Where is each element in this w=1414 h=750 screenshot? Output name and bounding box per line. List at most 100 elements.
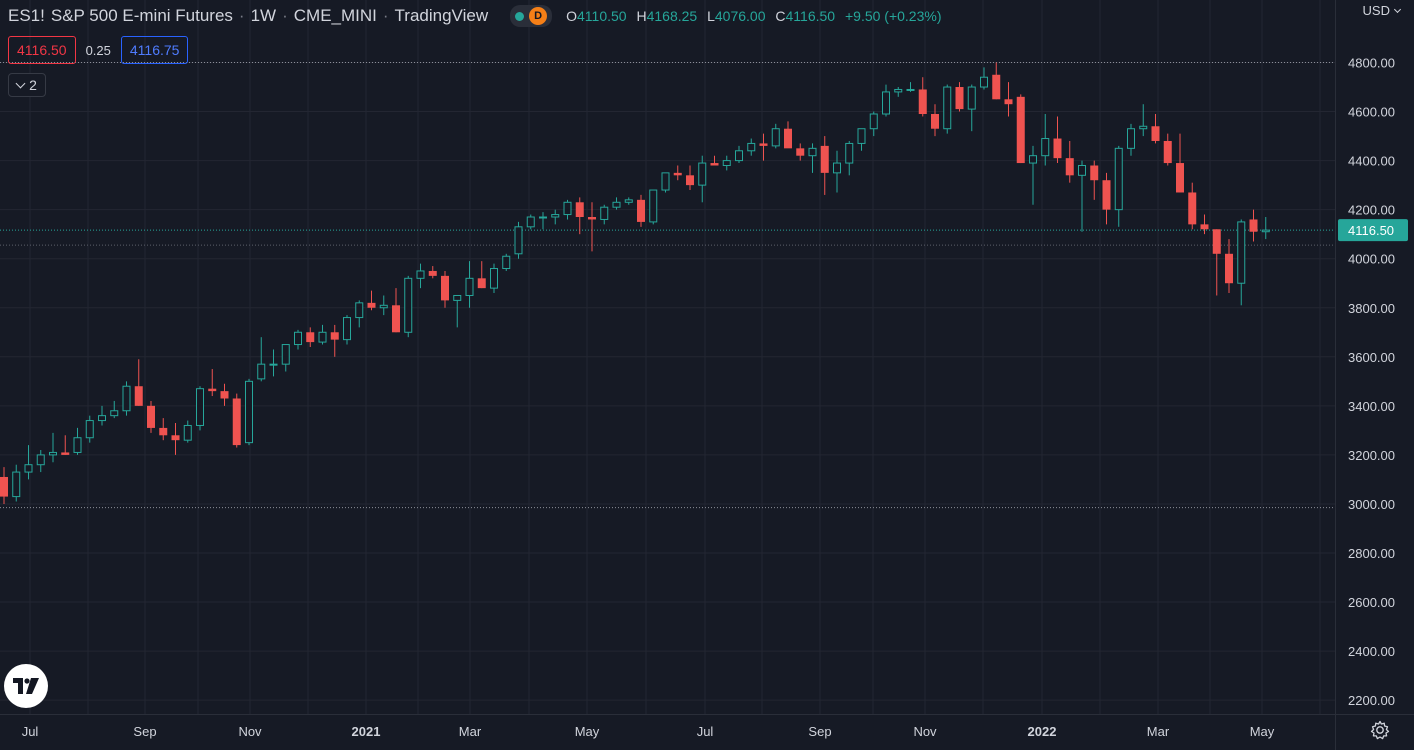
candle-body-down (159, 427, 168, 436)
candle (1053, 116, 1062, 164)
tradingview-logo-icon[interactable] (4, 664, 48, 708)
last-price-label: 4116.50 (1348, 223, 1394, 238)
candle (931, 104, 939, 137)
buy-price-button[interactable]: 4116.75 (120, 36, 189, 64)
currency-selector[interactable]: USD (1362, 3, 1402, 18)
candle (1176, 133, 1184, 193)
x-tick-label: Sep (133, 724, 156, 739)
candle (722, 155, 731, 171)
candle (575, 197, 584, 235)
candle-body-up (612, 201, 621, 208)
candle-body-down (1200, 224, 1209, 230)
candle (882, 84, 890, 117)
candle (1151, 114, 1160, 144)
y-tick-label: 4000.00 (1348, 252, 1395, 267)
y-tick-label: 2800.00 (1348, 546, 1395, 561)
candle-body-up (404, 277, 413, 333)
candle-body-up (906, 88, 915, 91)
candle (147, 400, 155, 433)
y-tick-label: 2400.00 (1348, 644, 1395, 659)
candle (245, 378, 253, 446)
candle-body-down (1225, 253, 1233, 284)
y-tick-label: 3800.00 (1348, 301, 1395, 316)
legend-dot-separator: · (238, 6, 245, 25)
candle-body-up (379, 304, 388, 309)
candle-body-up (747, 142, 756, 152)
candle-body-up (85, 420, 94, 439)
candle-body-up (1139, 125, 1148, 130)
market-status-pill[interactable]: D (510, 5, 553, 27)
x-tick-label: May (575, 724, 600, 739)
symbol-ticker[interactable]: ES1! (8, 6, 45, 25)
candle (845, 140, 854, 176)
candle (453, 294, 462, 328)
candle (73, 427, 82, 455)
candle-body-down (1151, 126, 1160, 141)
y-tick-label: 3600.00 (1348, 350, 1395, 365)
candle-body-up (98, 415, 106, 422)
candle-body-down (759, 143, 768, 146)
candle-body-down (637, 199, 645, 222)
candle-body-up (771, 128, 780, 147)
candle-body-up (24, 464, 33, 473)
candle (588, 202, 596, 252)
x-tick-label: May (1250, 724, 1275, 739)
candle (637, 194, 645, 227)
candle (661, 172, 670, 193)
candle-body-up (857, 128, 866, 144)
candle-body-down (1065, 158, 1074, 176)
candle-body-up (12, 471, 21, 498)
candle-body-down (208, 388, 217, 392)
candle (894, 87, 903, 97)
candle (269, 349, 278, 377)
candle (12, 464, 21, 502)
candle (955, 82, 964, 112)
tv-logo-mark (13, 678, 39, 694)
candle (61, 435, 70, 455)
candle-body-down (1053, 138, 1062, 159)
candle (624, 197, 633, 205)
candle (171, 423, 180, 455)
x-tick-label: Nov (238, 724, 262, 739)
candle-body-down (147, 405, 155, 428)
candle (698, 155, 707, 203)
sell-price-button[interactable]: 4116.50 (8, 36, 76, 64)
candle (784, 121, 792, 149)
candle-body-up (649, 189, 658, 223)
interval-label[interactable]: 1W (250, 6, 277, 25)
candle (428, 266, 437, 279)
candle-body-up (281, 344, 290, 365)
indicators-toggle-button[interactable]: 2 (8, 73, 46, 97)
candle-body-up (49, 451, 57, 456)
candle (1225, 239, 1233, 294)
y-tick-label: 3400.00 (1348, 399, 1395, 414)
candle-body-up (808, 147, 817, 157)
quote-row: 4116.50 0.25 4116.75 (8, 36, 189, 64)
candle (85, 415, 94, 443)
candle (820, 136, 829, 195)
candle (36, 449, 45, 473)
candle-body-up (1237, 221, 1246, 284)
symbol-legend[interactable]: ES1! S&P 500 E-mini Futures · 1W · CME_M… (8, 5, 948, 27)
candle-body-down (1176, 163, 1184, 193)
candle (735, 145, 743, 164)
candle-body-down (710, 163, 719, 166)
x-tick-label: Sep (808, 724, 831, 739)
candle-body-down (0, 476, 8, 497)
candle (1139, 104, 1148, 137)
candle-body-up (416, 270, 425, 279)
candle-body-up (551, 214, 560, 218)
candle-body-down (441, 275, 449, 301)
settings-gear-icon[interactable] (1370, 720, 1390, 740)
candle (796, 143, 805, 161)
candle (833, 150, 841, 193)
currency-label: USD (1362, 3, 1390, 18)
candle (257, 337, 266, 382)
candle-body-up (36, 454, 45, 466)
candle-body-up (882, 91, 890, 115)
candle (281, 344, 290, 372)
candle (943, 84, 952, 134)
x-tick-label: Nov (913, 724, 937, 739)
candle-body-up (1127, 128, 1135, 149)
